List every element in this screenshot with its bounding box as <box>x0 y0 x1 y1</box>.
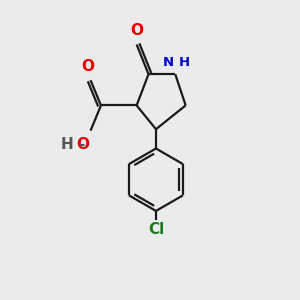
Text: N: N <box>163 56 174 69</box>
Text: O: O <box>76 137 89 152</box>
Text: -: - <box>78 137 84 152</box>
Text: O: O <box>130 23 143 38</box>
Text: Cl: Cl <box>148 222 164 237</box>
Text: H: H <box>61 137 73 152</box>
Text: O: O <box>82 58 95 74</box>
Text: H: H <box>179 56 190 69</box>
